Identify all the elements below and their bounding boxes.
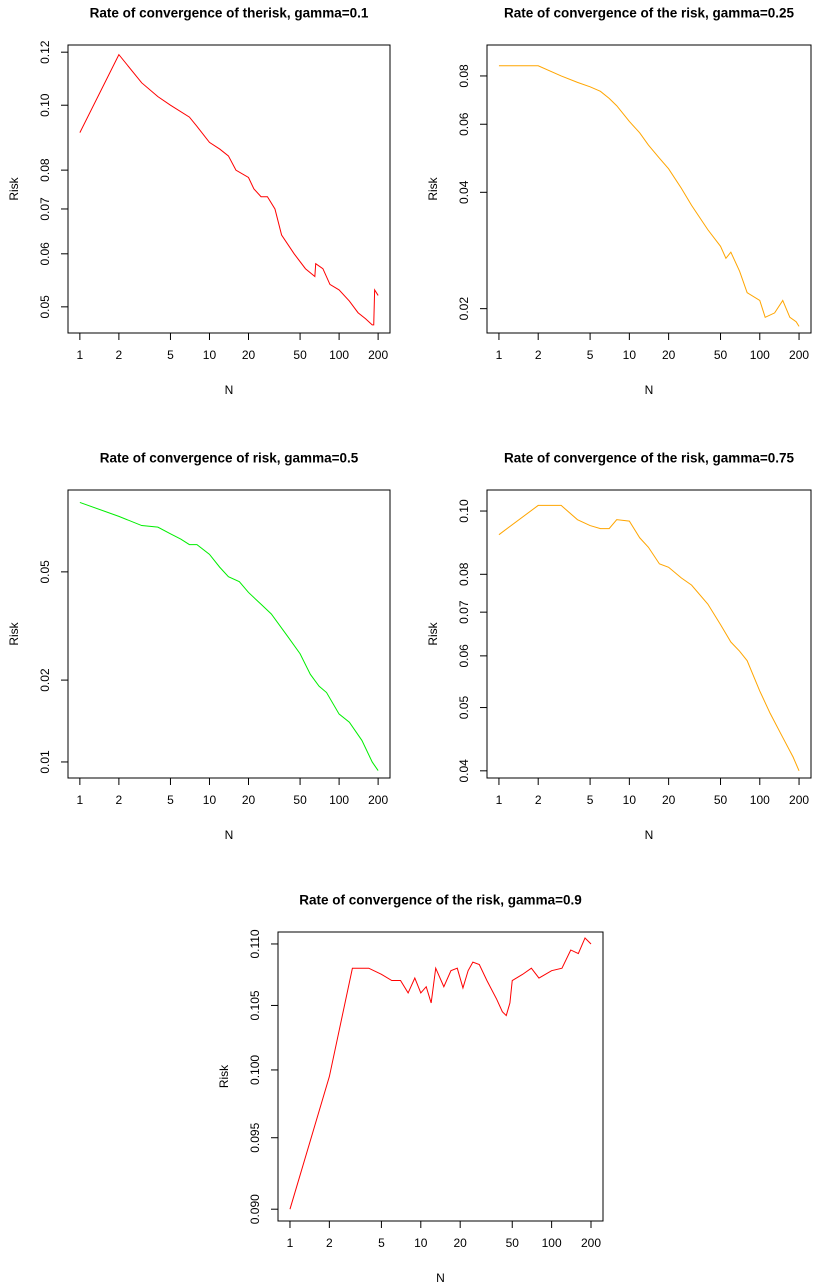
x-tick-label: 10 [623,793,637,807]
x-tick-label: 10 [414,1236,428,1250]
x-tick-label: 100 [750,348,770,362]
y-tick-label: 0.05 [38,560,52,584]
x-tick-label: 100 [750,793,770,807]
y-tick-label: 0.090 [248,1194,262,1224]
x-tick-label: 50 [714,348,728,362]
plot-box [67,44,391,334]
y-tick-label: 0.10 [38,93,52,117]
x-tick-label: 20 [454,1236,468,1250]
y-tick-label: 0.06 [457,112,471,136]
y-tick-label: 0.12 [38,40,52,64]
y-axis-label: Risk [217,1064,231,1088]
data-line [79,501,379,771]
chart-title: Rate of convergence of the risk, gamma=0… [504,6,794,21]
y-tick-label: 0.07 [457,600,471,624]
y-axis-label: Risk [426,176,440,200]
x-tick-label: 1 [77,348,84,362]
chart-title: Rate of convergence of the risk, gamma=0… [299,893,581,908]
x-tick-label: 5 [167,348,174,362]
x-tick-label: 1 [496,348,503,362]
data-line [79,53,379,326]
y-tick-label: 0.110 [248,929,262,958]
x-tick-label: 100 [542,1236,562,1250]
x-tick-label: 5 [378,1236,385,1250]
x-tick-label: 10 [623,348,637,362]
x-tick-label: 5 [167,793,174,807]
y-tick-label: 0.08 [457,64,471,88]
x-tick-label: 2 [326,1236,333,1250]
x-tick-label: 1 [77,793,84,807]
x-tick-label: 200 [368,793,388,807]
x-tick-label: 2 [535,793,542,807]
y-tick-label: 0.04 [457,759,471,783]
y-tick-label: 0.01 [38,750,52,774]
x-axis-label: N [645,828,654,842]
y-tick-label: 0.10 [457,499,471,523]
x-tick-label: 5 [587,793,594,807]
x-axis-label: N [436,1271,445,1285]
y-tick-label: 0.05 [38,295,52,319]
x-tick-label: 20 [662,348,676,362]
chart-title: Rate of convergence of risk, gamma=0.5 [100,451,359,466]
x-tick-label: 20 [242,793,256,807]
y-tick-label: 0.02 [38,668,52,692]
x-tick-label: 50 [293,348,307,362]
chart-title: Rate of convergence of the risk, gamma=0… [504,451,794,466]
plot-box [486,489,812,779]
x-axis-label: N [225,383,234,397]
x-tick-label: 50 [714,793,728,807]
x-tick-label: 200 [368,348,388,362]
x-tick-label: 2 [535,348,542,362]
y-axis-label: Risk [426,621,440,645]
x-tick-label: 10 [203,793,217,807]
y-tick-label: 0.06 [457,644,471,668]
x-tick-label: 2 [116,793,123,807]
y-tick-label: 0.05 [457,696,471,720]
x-tick-label: 20 [662,793,676,807]
x-tick-label: 50 [293,793,307,807]
x-tick-label: 200 [789,793,809,807]
y-tick-label: 0.095 [248,1122,262,1152]
x-tick-label: 100 [329,348,349,362]
data-line [289,937,592,1210]
x-tick-label: 1 [287,1236,294,1250]
x-tick-label: 200 [581,1236,601,1250]
plot-box [277,931,604,1222]
plot-box [486,44,812,334]
y-tick-label: 0.100 [248,1055,262,1085]
data-line [498,504,800,772]
y-tick-label: 0.07 [38,197,52,221]
x-tick-label: 50 [506,1236,520,1250]
x-tick-label: 10 [203,348,217,362]
x-tick-label: 200 [789,348,809,362]
y-tick-label: 0.08 [38,158,52,182]
x-tick-label: 5 [587,348,594,362]
y-tick-label: 0.105 [248,990,262,1020]
y-axis-label: Risk [7,621,21,645]
chart-title: Rate of convergence of therisk, gamma=0.… [90,6,369,21]
y-tick-label: 0.08 [457,562,471,586]
x-tick-label: 20 [242,348,256,362]
y-tick-label: 0.04 [457,180,471,204]
y-axis-label: Risk [7,176,21,200]
x-axis-label: N [225,828,234,842]
data-line [498,65,800,327]
x-tick-label: 2 [116,348,123,362]
y-tick-label: 0.02 [457,297,471,321]
x-tick-label: 1 [496,793,503,807]
x-tick-label: 100 [329,793,349,807]
y-tick-label: 0.06 [38,242,52,266]
x-axis-label: N [645,383,654,397]
plot-box [67,489,391,779]
